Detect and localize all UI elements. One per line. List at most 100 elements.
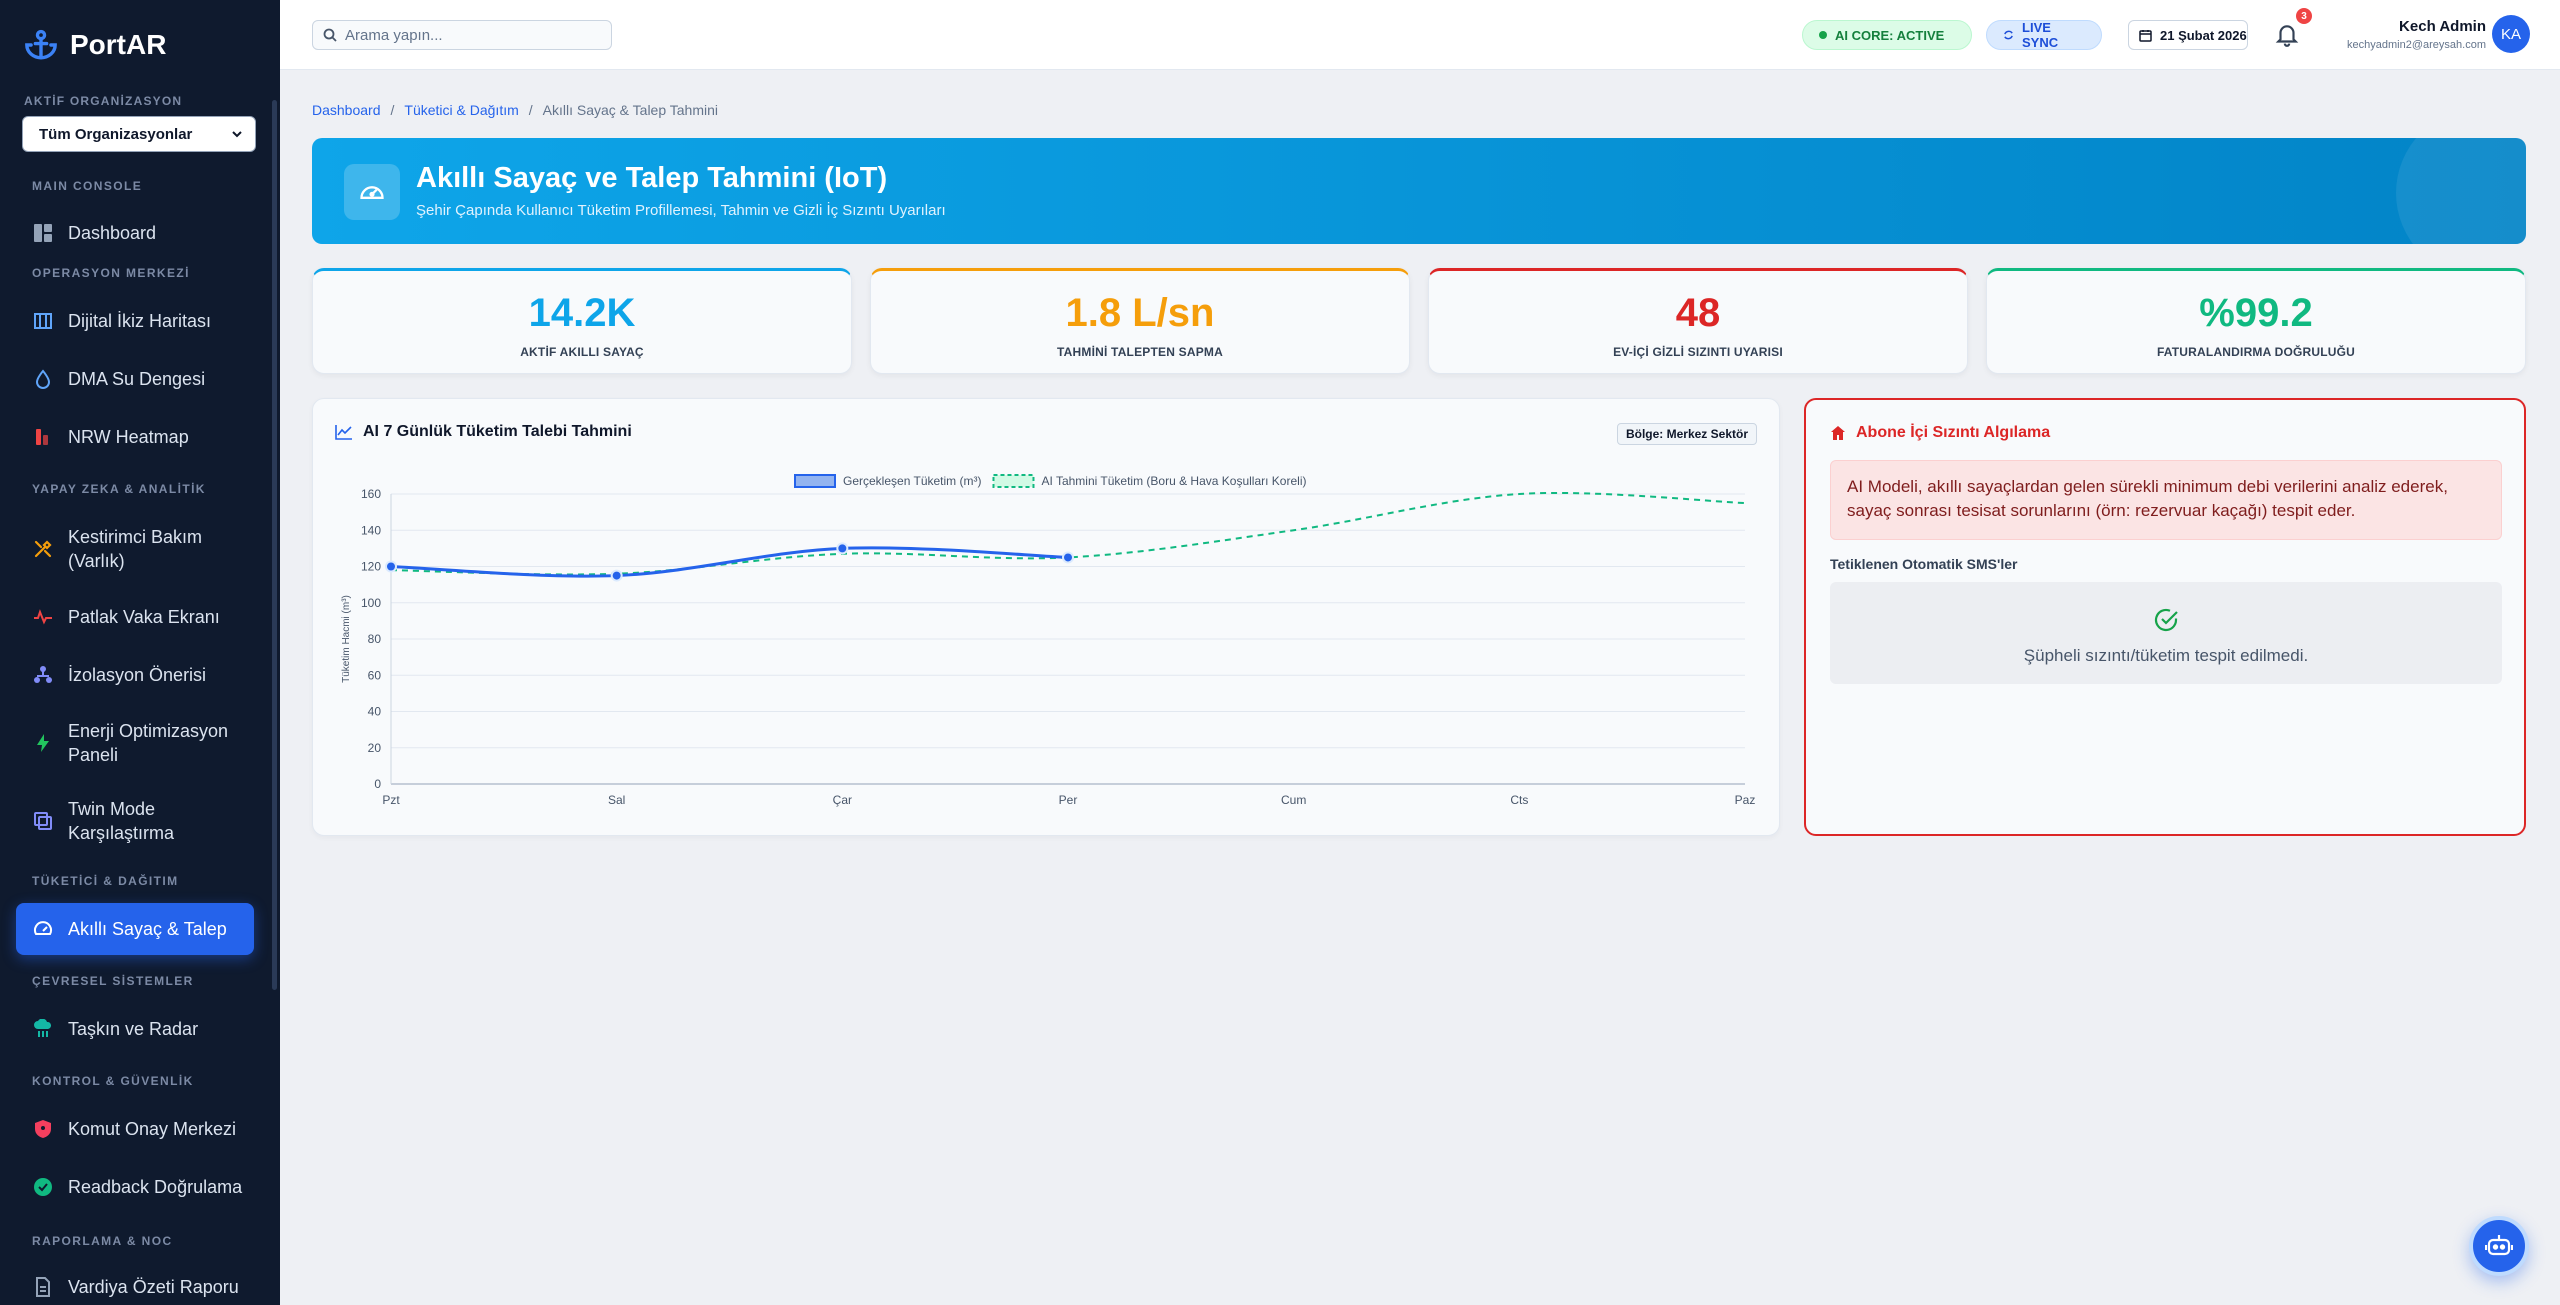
sidebar-item-label: Readback Doğrulama <box>68 1177 243 1197</box>
section-main-console: MAIN CONSOLE <box>32 179 143 193</box>
chart-title: AI 7 Günlük Tüketim Talebi Tahmini <box>335 423 632 441</box>
section-operations: OPERASYON MERKEZİ <box>32 266 190 280</box>
line-chart-icon <box>335 425 352 440</box>
sidebar-item-readback[interactable]: Readback Doğrulama <box>16 1164 254 1210</box>
page-subtitle: Şehir Çapında Kullanıcı Tüketim Profille… <box>416 202 946 219</box>
sidebar-item-command-approval[interactable]: Komut Onay Merkezi <box>16 1106 254 1152</box>
sidebar-item-flood-radar[interactable]: Taşkın ve Radar <box>16 1006 254 1052</box>
leak-detection-card: Abone İçi Sızıntı Algılama AI Modeli, ak… <box>1804 398 2526 836</box>
breadcrumb: Dashboard / Tüketici & Dağıtım / Akıllı … <box>312 102 718 118</box>
y-tick-label: 120 <box>361 560 381 574</box>
sms-empty-state: Şüpheli sızıntı/tüketim tespit edilmedi. <box>2023 646 2309 665</box>
breadcrumb-separator: / <box>390 102 395 118</box>
legend-swatch-actual <box>794 474 836 488</box>
legend-label-forecast: AI Tahmini Tüketim (Boru & Hava Koşullar… <box>1041 474 1306 488</box>
heatmap-icon <box>32 426 54 448</box>
breadcrumb-dashboard[interactable]: Dashboard <box>312 102 381 118</box>
series-actual-line <box>390 546 1069 578</box>
date-label: 21 Şubat 2026 <box>2160 27 2247 43</box>
sidebar-item-isolation[interactable]: İzolasyon Önerisi <box>16 652 254 698</box>
sidebar-item-shift-report[interactable]: Vardiya Özeti Raporu <box>16 1264 254 1305</box>
region-badge: Bölge: Merkez Sektör <box>1616 423 1757 445</box>
series-actual-point <box>1062 551 1074 564</box>
calendar-icon <box>2139 29 2152 42</box>
decorative-circle <box>2396 138 2526 244</box>
pulse-icon <box>32 606 54 628</box>
anchor-icon <box>25 29 57 60</box>
dashboard-icon <box>32 222 54 244</box>
stat-label: AKTİF AKILLI SAYAÇ <box>520 345 644 359</box>
assistant-button[interactable] <box>2469 1216 2529 1276</box>
sidebar-item-label: Taşkın ve Radar <box>68 1019 199 1039</box>
date-display[interactable]: 21 Şubat 2026 <box>2128 20 2248 50</box>
map-icon <box>32 310 54 332</box>
logo[interactable]: PortAR <box>24 28 166 62</box>
x-tick-label: Pzt <box>382 793 400 807</box>
cloud-rain-icon <box>32 1018 54 1040</box>
forecast-chart-card: AI 7 Günlük Tüketim Talebi Tahmini Bölge… <box>312 398 1780 836</box>
x-tick-label: Paz <box>1735 793 1756 807</box>
stat-label: TAHMİNİ TALEPTEN SAPMA <box>1057 345 1223 359</box>
section-ai: YAPAY ZEKA & ANALİTİK <box>32 482 206 496</box>
breadcrumb-consumer[interactable]: Tüketici & Dağıtım <box>404 102 519 118</box>
leak-description: AI Modeli, akıllı sayaçlardan gelen süre… <box>1830 460 2502 540</box>
sidebar: PortAR AKTİF ORGANİZASYON Tüm Organizasy… <box>0 0 280 1305</box>
section-environment: ÇEVRESEL SİSTEMLER <box>32 974 194 988</box>
y-tick-label: 140 <box>361 523 381 537</box>
chart-title-label: AI 7 Günlük Tüketim Talebi Tahmini <box>363 423 632 440</box>
user-name[interactable]: Kech Admin <box>2399 18 2486 35</box>
compare-icon <box>32 810 54 832</box>
y-tick-label: 100 <box>361 596 381 610</box>
section-control: KONTROL & GÜVENLİK <box>32 1074 194 1088</box>
series-actual-point <box>836 542 849 555</box>
series-actual-point <box>385 560 397 573</box>
section-consumer: TÜKETİCİ & DAĞITIM <box>32 874 179 888</box>
stat-card-billing-accuracy: %99.2 FATURALANDIRMA DOĞRULUĞU <box>1986 268 2526 374</box>
stat-card-active-meters: 14.2K AKTİF AKILLI SAYAÇ <box>312 268 852 374</box>
sidebar-item-burst-cases[interactable]: Patlak Vaka Ekranı <box>16 594 254 640</box>
topbar: Arama yapın... AI CORE: ACTIVE LIVE SYNC… <box>280 0 2560 70</box>
page-header: Akıllı Sayaç ve Talep Tahmini (IoT) Şehi… <box>312 138 2526 244</box>
section-reports: RAPORLAMA & NOC <box>32 1234 173 1248</box>
stat-value: 48 <box>1675 291 1721 335</box>
breadcrumb-current: Akıllı Sayaç & Talep Tahmini <box>542 102 719 118</box>
sidebar-item-dma-balance[interactable]: DMA Su Dengesi <box>16 356 254 402</box>
y-tick-label: 160 <box>361 487 381 501</box>
sidebar-item-twin-mode[interactable]: Twin Mode Karşılaştırma <box>16 796 254 846</box>
sidebar-item-label: Dashboard <box>68 223 157 243</box>
sidebar-item-energy-optimization[interactable]: Enerji Optimizasyon Paneli <box>16 718 254 768</box>
stat-label: FATURALANDIRMA DOĞRULUĞU <box>2156 345 2356 359</box>
chevron-down-icon <box>232 131 242 138</box>
sidebar-item-smart-meter[interactable]: Akıllı Sayaç & Talep <box>16 903 254 955</box>
user-email: kechyadmin2@areysah.com <box>2347 39 2486 51</box>
bell-icon[interactable] <box>2274 22 2300 48</box>
sidebar-item-label: NRW Heatmap <box>68 427 189 447</box>
sidebar-item-label: Enerji Optimizasyon Paneli <box>68 721 229 765</box>
live-sync-status[interactable]: LIVE SYNC <box>1986 20 2102 50</box>
stat-label: EV-İÇİ GİZLİ SIZINTI UYARISI <box>1613 345 1783 359</box>
check-circle-icon <box>2154 608 2178 632</box>
bolt-icon <box>32 732 54 754</box>
sms-list: Şüpheli sızıntı/tüketim tespit edilmedi. <box>1830 582 2502 684</box>
sidebar-item-label: Twin Mode Karşılaştırma <box>68 799 175 843</box>
home-icon <box>1831 426 1845 440</box>
ai-core-label: AI CORE: ACTIVE <box>1835 27 1945 43</box>
sms-label: Tetiklenen Otomatik SMS'ler <box>1830 556 2018 572</box>
sync-icon <box>2004 30 2013 40</box>
sidebar-item-label: Vardiya Özeti Raporu <box>68 1277 239 1297</box>
sidebar-item-label: Dijital İkiz Haritası <box>68 311 212 331</box>
sidebar-item-dashboard[interactable]: Dashboard <box>16 210 254 256</box>
sidebar-item-nrw-heatmap[interactable]: NRW Heatmap <box>16 414 254 460</box>
y-axis-label: Tüketim Hacmi (m³) <box>341 595 352 683</box>
avatar[interactable]: KA <box>2492 15 2530 53</box>
gauge-icon <box>32 918 54 940</box>
sidebar-item-digital-twin-map[interactable]: Dijital İkiz Haritası <box>16 298 254 344</box>
sidebar-scrollbar[interactable] <box>272 100 277 990</box>
y-tick-label: 80 <box>368 632 382 646</box>
search-input[interactable]: Arama yapın... <box>312 20 612 50</box>
network-icon <box>32 664 54 686</box>
water-drop-icon <box>32 368 54 390</box>
legend-label-actual: Gerçekleşen Tüketim (m³) <box>843 474 981 488</box>
sidebar-item-predictive-maintenance[interactable]: Kestirimci Bakım (Varlık) <box>16 524 254 574</box>
org-select[interactable]: Tüm Organizasyonlar <box>22 116 256 152</box>
